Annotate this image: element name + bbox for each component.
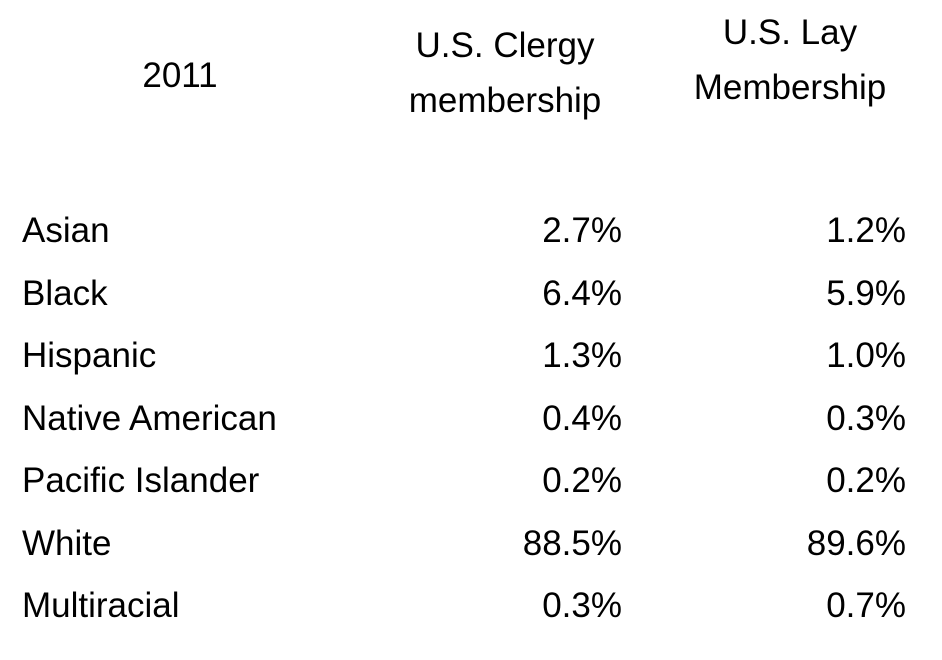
- header-text: U.S. Clergy: [415, 26, 595, 65]
- row-label: Native American: [22, 398, 277, 438]
- value-cell: 2.7%: [542, 211, 622, 250]
- header-text: 2011: [142, 56, 218, 95]
- header-text: Membership: [693, 68, 887, 107]
- row-label: Asian: [22, 211, 110, 250]
- row-label: White: [22, 523, 112, 563]
- value-cell: 0.3%: [826, 398, 906, 438]
- value-cell: 0.2%: [826, 461, 906, 500]
- header-text: membership: [408, 81, 602, 120]
- value-cell: 0.3%: [542, 586, 622, 625]
- value-cell: 0.7%: [826, 586, 906, 625]
- value-cell: 0.2%: [542, 461, 622, 500]
- row-label: Black: [22, 273, 108, 313]
- value-cell: 6.4%: [542, 273, 622, 313]
- value-cell: 1.3%: [542, 336, 622, 375]
- value-cell: 89.6%: [806, 523, 906, 563]
- value-cell: 88.5%: [522, 523, 622, 563]
- row-label: Multiracial: [22, 586, 180, 625]
- value-cell: 1.0%: [826, 336, 906, 375]
- value-cell: 1.2%: [826, 211, 906, 250]
- row-label: Pacific Islander: [22, 461, 260, 500]
- value-cell: 5.9%: [826, 273, 906, 313]
- header-text: U.S. Lay: [722, 13, 858, 52]
- value-cell: 0.4%: [542, 398, 622, 438]
- row-label: Hispanic: [22, 336, 157, 375]
